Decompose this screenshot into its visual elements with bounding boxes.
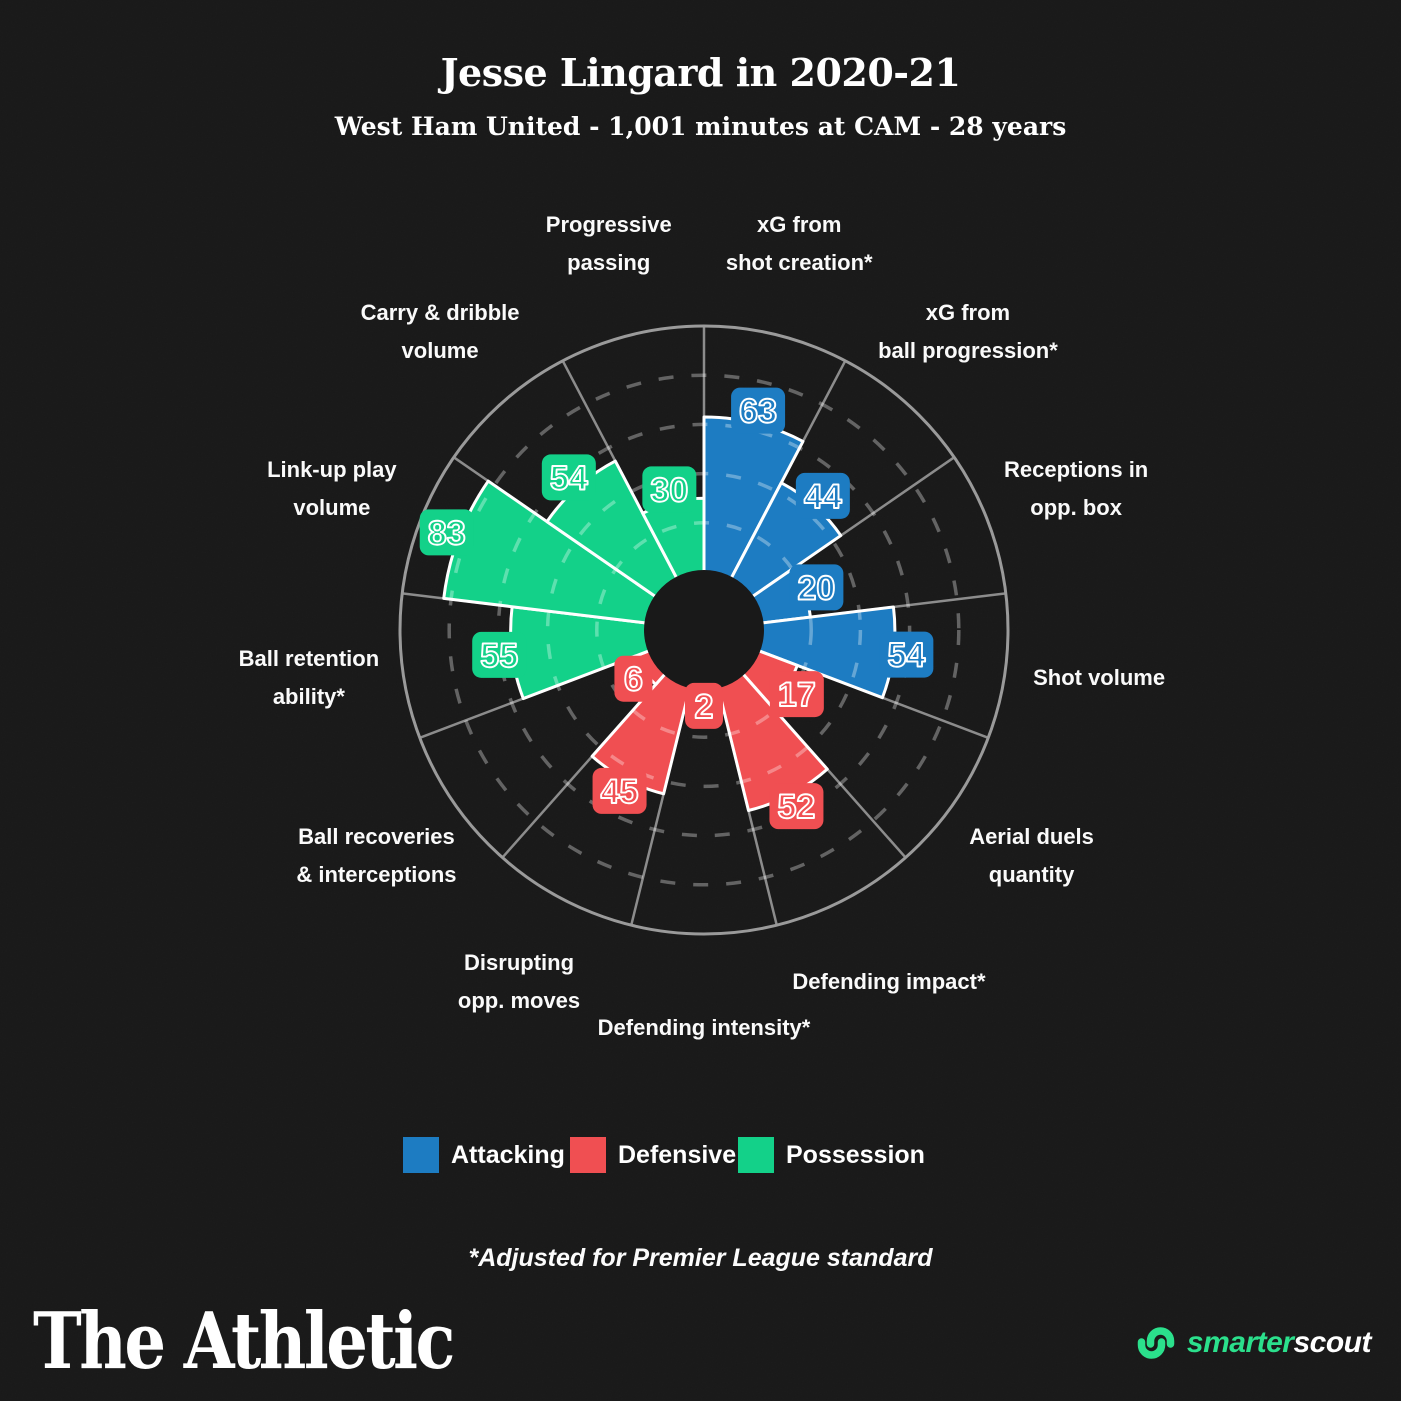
value-label: 63 <box>739 393 777 431</box>
value-label: 45 <box>601 773 639 811</box>
value-label: 6 <box>624 661 643 699</box>
value-badge-defending-impact <box>769 783 824 830</box>
smarterscout-logo: smarter scout <box>1133 1320 1371 1366</box>
legend-item-possession: Possession <box>738 1137 925 1173</box>
value-label: 55 <box>480 637 518 675</box>
gridline-circle-40 <box>545 471 863 789</box>
smarterscout-wordmark-scout: scout <box>1293 1326 1371 1359</box>
value-label: 52 <box>778 788 816 826</box>
value-label: 54 <box>887 637 925 675</box>
value-badge-xg-from-ball-progression <box>795 472 850 519</box>
value-badge-aerial-duels-quantity <box>769 671 824 718</box>
gridline-circle-20 <box>595 521 813 739</box>
value-badge-disrupting-opp-moves <box>592 767 647 814</box>
value-badge-progressive-passing <box>642 466 697 513</box>
center-hole <box>644 570 764 690</box>
gridline-circle-60 <box>496 422 912 838</box>
legend-swatch-possession <box>738 1137 774 1173</box>
value-badge-ball-retention-ability <box>472 631 527 678</box>
page-subtitle: West Ham United - 1,001 minutes at CAM -… <box>334 112 1067 141</box>
value-badge-ball-recoveries-interceptions <box>614 655 653 702</box>
legend-label: Defensive <box>618 1140 737 1169</box>
legend-swatch-attacking <box>403 1137 439 1173</box>
legend-label: Possession <box>786 1140 925 1169</box>
the-athletic-logo: The Athletic <box>33 1296 455 1387</box>
value-label: 83 <box>428 514 466 552</box>
value-badge-defending-intensity <box>685 682 723 729</box>
gridline-circle-80 <box>447 373 961 887</box>
value-badge-shot-volume <box>879 631 934 678</box>
value-label: 54 <box>550 459 588 497</box>
value-badge-link-up-play-volume <box>419 509 474 556</box>
value-label: 2 <box>695 688 714 726</box>
value-label: 30 <box>650 471 688 509</box>
value-label: 17 <box>778 676 816 714</box>
legend-label: Attacking <box>451 1140 565 1169</box>
footnote: *Adjusted for Premier League standard <box>468 1244 933 1272</box>
value-badge-xg-from-shot-creation <box>731 387 786 434</box>
outer-ring <box>398 324 1010 936</box>
value-label: 44 <box>804 478 842 516</box>
legend-swatch-defensive <box>570 1137 606 1173</box>
legend: Attacking Defensive Possession <box>0 1137 1401 1173</box>
smarterscout-icon <box>1137 1327 1175 1359</box>
smarterscout-wordmark-smarter: smarter <box>1186 1326 1294 1359</box>
value-badge-carry-dribble-volume <box>541 454 596 501</box>
legend-item-attacking: Attacking <box>403 1137 565 1173</box>
value-label: 20 <box>797 569 835 607</box>
value-badge-receptions-in-opp-box <box>789 564 844 611</box>
page-title: Jesse Lingard in 2020-21 <box>440 50 961 95</box>
legend-item-defensive: Defensive <box>570 1137 736 1173</box>
